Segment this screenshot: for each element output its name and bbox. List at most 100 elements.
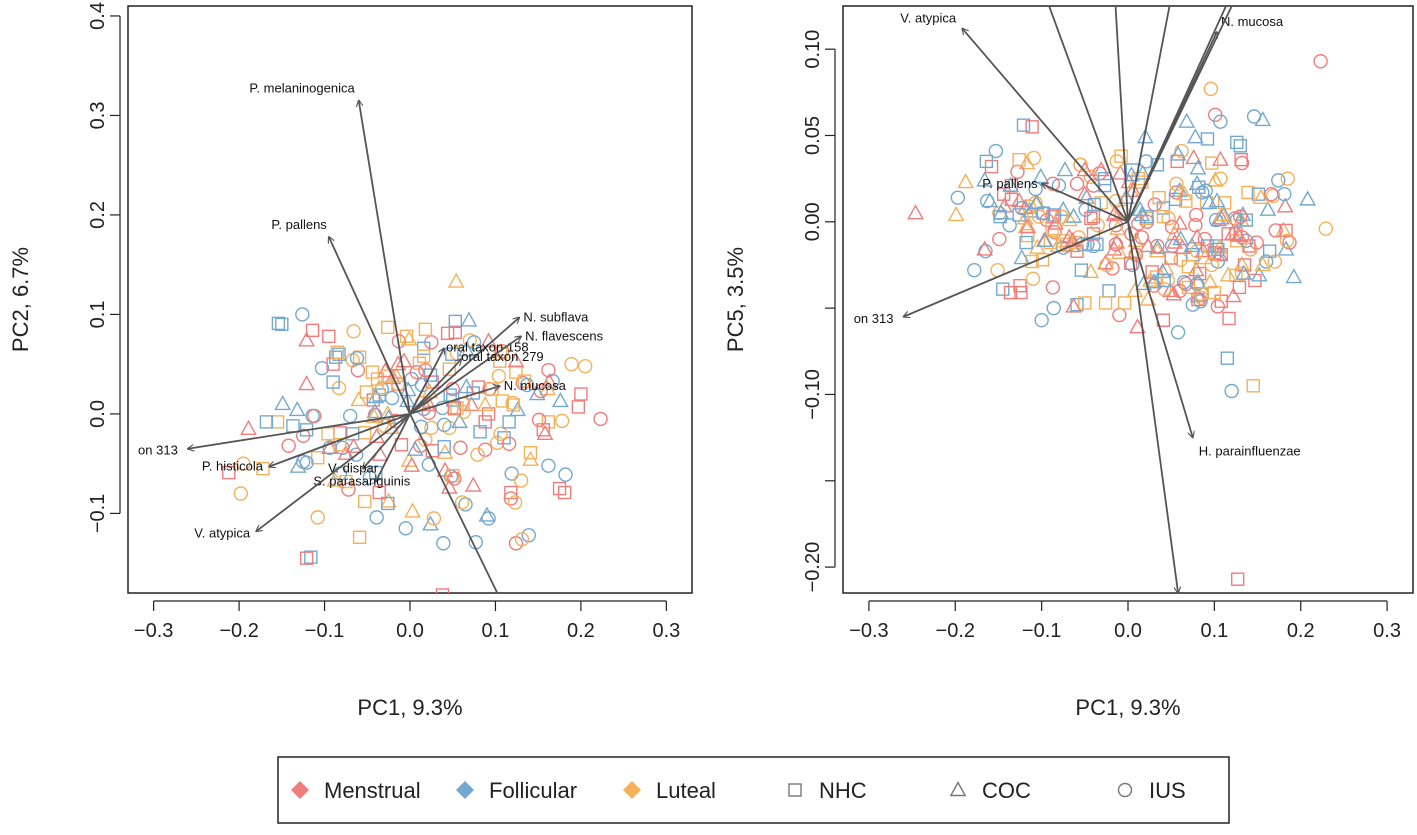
legend-label: COC: [982, 778, 1031, 803]
data-point: [1271, 173, 1286, 188]
legend-color-swatch: [623, 781, 641, 799]
arrow-label: V. atypica: [900, 10, 957, 25]
data-point: [270, 415, 285, 429]
arrow-label: H. parainfluenzae: [1199, 444, 1301, 459]
loading-arrow: [1042, 184, 1129, 223]
data-point: [1064, 231, 1082, 248]
data-point: [274, 395, 292, 411]
data-point: [307, 408, 322, 424]
data-point: [1185, 148, 1203, 165]
data-point: [1207, 285, 1222, 300]
data-point: [996, 187, 1011, 201]
loading-arrow: [409, 317, 519, 415]
y-tick-label: −0.10: [802, 369, 824, 420]
data-point: [1131, 216, 1146, 231]
data-point: [1222, 311, 1236, 326]
data-point: [1150, 238, 1165, 254]
data-point: [448, 325, 462, 340]
data-point: [1189, 159, 1207, 175]
legend-shape-swatch: [788, 783, 802, 797]
x-tick-label: 0.1: [1200, 620, 1228, 642]
loading-arrow: [903, 220, 1129, 317]
data-point: [446, 468, 460, 483]
data-point: [504, 466, 519, 481]
data-point: [1034, 313, 1049, 328]
data-point: [1021, 228, 1035, 243]
data-point: [528, 385, 546, 401]
data-point: [1025, 254, 1039, 269]
data-point: [509, 365, 523, 379]
data-point: [370, 379, 388, 395]
data-point: [1224, 287, 1242, 303]
data-point: [540, 373, 558, 389]
x-tick-label: −0.3: [134, 620, 173, 642]
data-point: [947, 205, 965, 222]
data-point: [1036, 231, 1054, 248]
data-point: [398, 521, 413, 536]
arrow-label: oral taxon 158: [446, 339, 528, 354]
data-point: [426, 511, 442, 526]
data-point: [981, 192, 999, 208]
data-point: [976, 240, 994, 256]
loading-arrow: [409, 413, 499, 593]
data-point: [453, 440, 468, 455]
y-tick-label: 0.0: [87, 400, 109, 428]
data-point: [1258, 254, 1274, 269]
data-point: [1161, 211, 1176, 226]
data-point: [493, 354, 507, 368]
y-axis: −0.20 −0.10 0.00 0.05 0.10: [802, 30, 836, 592]
plot-frame: [127, 5, 693, 594]
arrow-label: P. melaninogenica: [249, 81, 355, 96]
data-point: [571, 400, 586, 414]
data-point: [299, 455, 314, 470]
data-point: [1002, 176, 1019, 192]
data-point: [1060, 211, 1078, 227]
data-point: [1140, 209, 1154, 224]
plot-area: V. atypica N. mucosa P. pallens on 313 H. pa…: [854, 6, 1333, 593]
data-point: [1276, 197, 1294, 213]
data-point: [541, 458, 556, 473]
data-point: [517, 374, 532, 388]
data-point: [495, 344, 510, 359]
data-point: [1189, 276, 1205, 292]
data-point: [1097, 171, 1112, 186]
data-point: [350, 362, 366, 378]
data-point: [394, 438, 409, 452]
data-point: [400, 330, 418, 346]
legend-shape: [788, 783, 802, 797]
data-point: [1204, 257, 1219, 273]
data-point: [552, 481, 567, 496]
data-point: [466, 335, 482, 350]
data-point: [1179, 194, 1193, 208]
data-point: [1188, 218, 1203, 233]
x-tick-label: 0.0: [396, 620, 424, 642]
data-point: [1046, 209, 1060, 224]
legend-label: NHC: [819, 778, 867, 803]
data-point: [447, 471, 462, 486]
data-point: [399, 381, 417, 397]
x-tick-label: −0.1: [1022, 620, 1061, 642]
data-point: [381, 496, 395, 511]
data-point: [1232, 280, 1247, 295]
arrow-label: N. flavescens: [525, 328, 604, 343]
data-point: [380, 492, 398, 508]
data-point: [1267, 254, 1283, 269]
x-axis-title: PC1, 9.3%: [357, 695, 462, 720]
data-point: [1013, 249, 1031, 265]
data-point: [513, 473, 529, 488]
data-point: [1016, 118, 1031, 132]
data-point: [1237, 258, 1252, 272]
data-point: [1028, 193, 1045, 210]
data-point: [470, 447, 485, 462]
data-point: [1036, 206, 1051, 220]
legend-color-swatch: [291, 781, 309, 799]
data-point: [1133, 205, 1151, 222]
data-point: [1285, 268, 1303, 284]
y-tick-label: 0.05: [802, 116, 824, 155]
data-point: [1164, 251, 1178, 265]
y-tick-label: 0.1: [87, 301, 109, 329]
x-tick-label: 0.0: [1114, 620, 1142, 642]
data-point: [1254, 256, 1272, 272]
data-point: [1219, 266, 1237, 282]
